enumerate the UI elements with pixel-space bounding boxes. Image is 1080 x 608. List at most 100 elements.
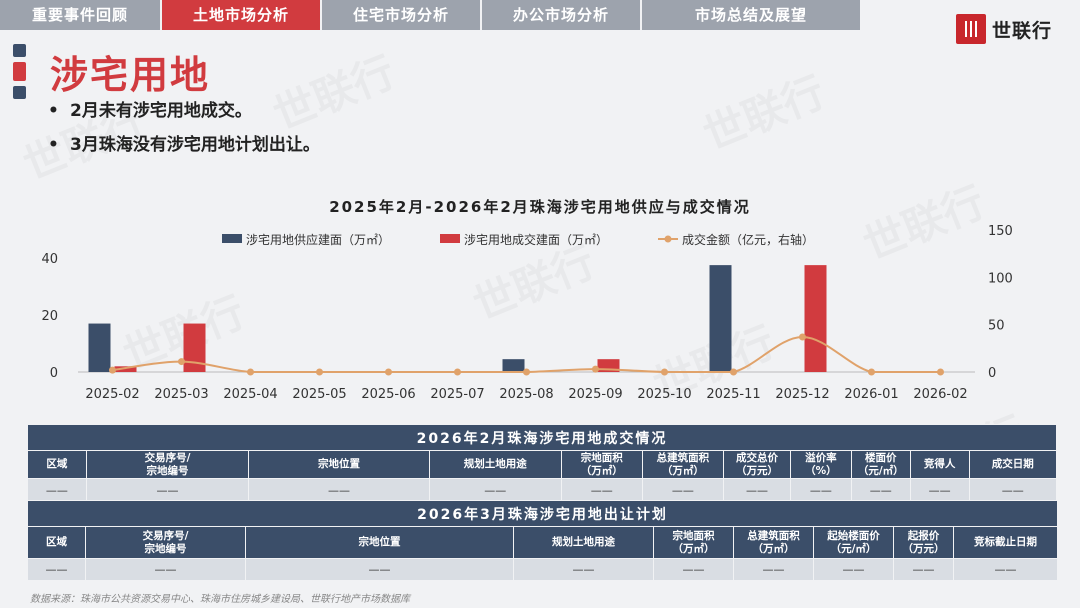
- bullet-text: 3月珠海没有涉宅用地计划出让。: [70, 135, 320, 155]
- page-title: 涉宅用地: [50, 53, 211, 97]
- column-header: 竞得人: [909, 450, 970, 479]
- column-header: 规划土地用途: [513, 526, 654, 559]
- column-header: 规划土地用途: [428, 450, 562, 479]
- x-tick-label: 2025-06: [361, 387, 415, 402]
- table-cell: ——: [789, 478, 852, 503]
- y-tick-label: 0: [50, 366, 58, 381]
- title-decoration: [13, 44, 26, 104]
- section-tab-bar: 重要事件回顾 土地市场分析 住宅市场分析 办公市场分析 市场总结及展望: [0, 0, 860, 30]
- x-tick-label: 2025-04: [223, 387, 277, 402]
- shilian-logo-icon: [955, 14, 986, 44]
- x-tick-label: 2025-12: [775, 387, 829, 402]
- legend-label: 涉宅用地供应建面（万㎡）: [246, 232, 390, 247]
- bar-supply: [88, 323, 111, 372]
- column-header: 成交日期: [968, 450, 1058, 479]
- tab-land-market[interactable]: 土地市场分析: [162, 0, 320, 30]
- column-header: 溢价率 （%）: [789, 450, 852, 479]
- table-cell: ——: [27, 478, 87, 503]
- line-point: [799, 333, 806, 341]
- line-point: [868, 368, 875, 376]
- y-tick-label: 40: [41, 252, 58, 267]
- column-header: 交易序号/宗地编号: [85, 526, 246, 559]
- y2-tick-label: 0: [988, 366, 996, 381]
- x-tick-label: 2025-07: [430, 387, 484, 402]
- line-point: [247, 368, 254, 376]
- legend-swatch: [222, 234, 242, 243]
- line-point: [523, 368, 530, 376]
- brand-logo: 世联行: [955, 12, 1052, 46]
- x-tick-label: 2025-10: [637, 387, 691, 402]
- line-point: [454, 368, 461, 376]
- line-point: [178, 358, 185, 366]
- x-tick-label: 2025-09: [568, 387, 622, 402]
- tab-residential-market[interactable]: 住宅市场分析: [322, 0, 480, 30]
- table-cell: ——: [641, 478, 725, 503]
- y2-tick-label: 100: [988, 271, 1013, 286]
- column-header: 宗地面积 （万㎡）: [653, 526, 734, 559]
- summary-bullets: • 2月未有涉宅用地成交。 • 3月珠海没有涉宅用地计划出让。: [48, 98, 320, 166]
- table-cell: ——: [952, 558, 1059, 581]
- x-tick-label: 2025-11: [706, 387, 760, 402]
- x-tick-label: 2025-02: [85, 387, 139, 402]
- column-header: 起报价 （万元）: [893, 526, 954, 559]
- line-point: [316, 368, 323, 376]
- tab-office-market[interactable]: 办公市场分析: [482, 0, 640, 30]
- watermark-text: 世联行: [693, 59, 833, 163]
- legend-label: 成交金额（亿元，右轴）: [682, 232, 814, 247]
- column-header: 成交总价 （万元）: [723, 450, 791, 479]
- column-header: 起始楼面价 （元/㎡）: [813, 526, 894, 559]
- legend-swatch: [664, 235, 672, 243]
- line-point: [661, 368, 668, 376]
- table-cell: ——: [85, 558, 246, 581]
- x-tick-label: 2025-03: [154, 387, 208, 402]
- x-tick-label: 2026-02: [913, 387, 967, 402]
- table-cell: ——: [513, 558, 654, 581]
- column-header: 宗地位置: [245, 526, 514, 559]
- bar-transaction: [804, 265, 827, 372]
- table-cell: ——: [560, 478, 643, 503]
- table-cell: ——: [248, 478, 430, 503]
- table-cell: ——: [968, 478, 1058, 503]
- line-point: [592, 365, 599, 373]
- chart-title: 2025年2月-2026年2月珠海涉宅用地供应与成交情况: [329, 198, 751, 216]
- column-header: 区域: [27, 450, 87, 479]
- line-point: [109, 366, 116, 374]
- line-point: [937, 368, 944, 376]
- table-row: —— —— —— —— —— —— —— —— ——: [27, 558, 1059, 581]
- table-cell: ——: [733, 558, 814, 581]
- y-tick-label: 20: [41, 309, 58, 324]
- supply-transaction-chart: 涉宅用地供应建面（万㎡） 涉宅用地成交建面（万㎡） 成交金额（亿元，右轴） 0 20 40…: [41, 224, 1013, 402]
- table-cell: ——: [723, 478, 791, 503]
- bullet-item: • 3月珠海没有涉宅用地计划出让。: [48, 135, 320, 155]
- x-tick-label: 2026-01: [844, 387, 898, 402]
- column-header: 总建筑面积 （万㎡）: [733, 526, 814, 559]
- table-cell: ——: [85, 478, 250, 503]
- table-row: —— —— —— —— —— —— —— —— —— —— ——: [27, 478, 1058, 503]
- data-source-note: 数据来源：珠海市公共资源交易中心、珠海市住房城乡建设局、世联行地产市场数据库: [30, 594, 410, 605]
- y2-tick-label: 150: [988, 224, 1013, 239]
- tab-market-summary[interactable]: 市场总结及展望: [642, 0, 860, 30]
- column-header: 楼面价 （元/㎡）: [850, 450, 911, 479]
- table-cell: ——: [27, 558, 86, 581]
- bar-supply: [709, 265, 732, 372]
- table-caption: 2026年2月珠海涉宅用地成交情况: [27, 424, 1057, 451]
- table-cell: ——: [245, 558, 514, 581]
- column-header: 竞标截止日期: [952, 526, 1059, 559]
- legend-swatch: [440, 234, 460, 243]
- table-cell: ——: [850, 478, 911, 503]
- bullet-text: 2月未有涉宅用地成交。: [70, 101, 252, 121]
- column-header: 宗地位置: [248, 450, 430, 479]
- y2-tick-label: 50: [988, 319, 1005, 334]
- column-header: 宗地面积 （万㎡）: [560, 450, 643, 479]
- transaction-table: 2026年2月珠海涉宅用地成交情况 区域 交易序号/宗地编号 宗地位置 规划土地用途宗…: [27, 424, 1058, 503]
- line-point: [730, 368, 737, 376]
- table-cell: ——: [653, 558, 734, 581]
- bar-transaction: [183, 323, 206, 372]
- column-header: 总建筑面积 （万㎡）: [641, 450, 725, 479]
- column-header: 交易序号/宗地编号: [85, 450, 250, 479]
- column-header: 区域: [27, 526, 86, 559]
- bar-transaction: [114, 366, 137, 372]
- table-cell: ——: [428, 478, 562, 503]
- tab-important-events[interactable]: 重要事件回顾: [0, 0, 160, 30]
- table-cell: ——: [893, 558, 954, 581]
